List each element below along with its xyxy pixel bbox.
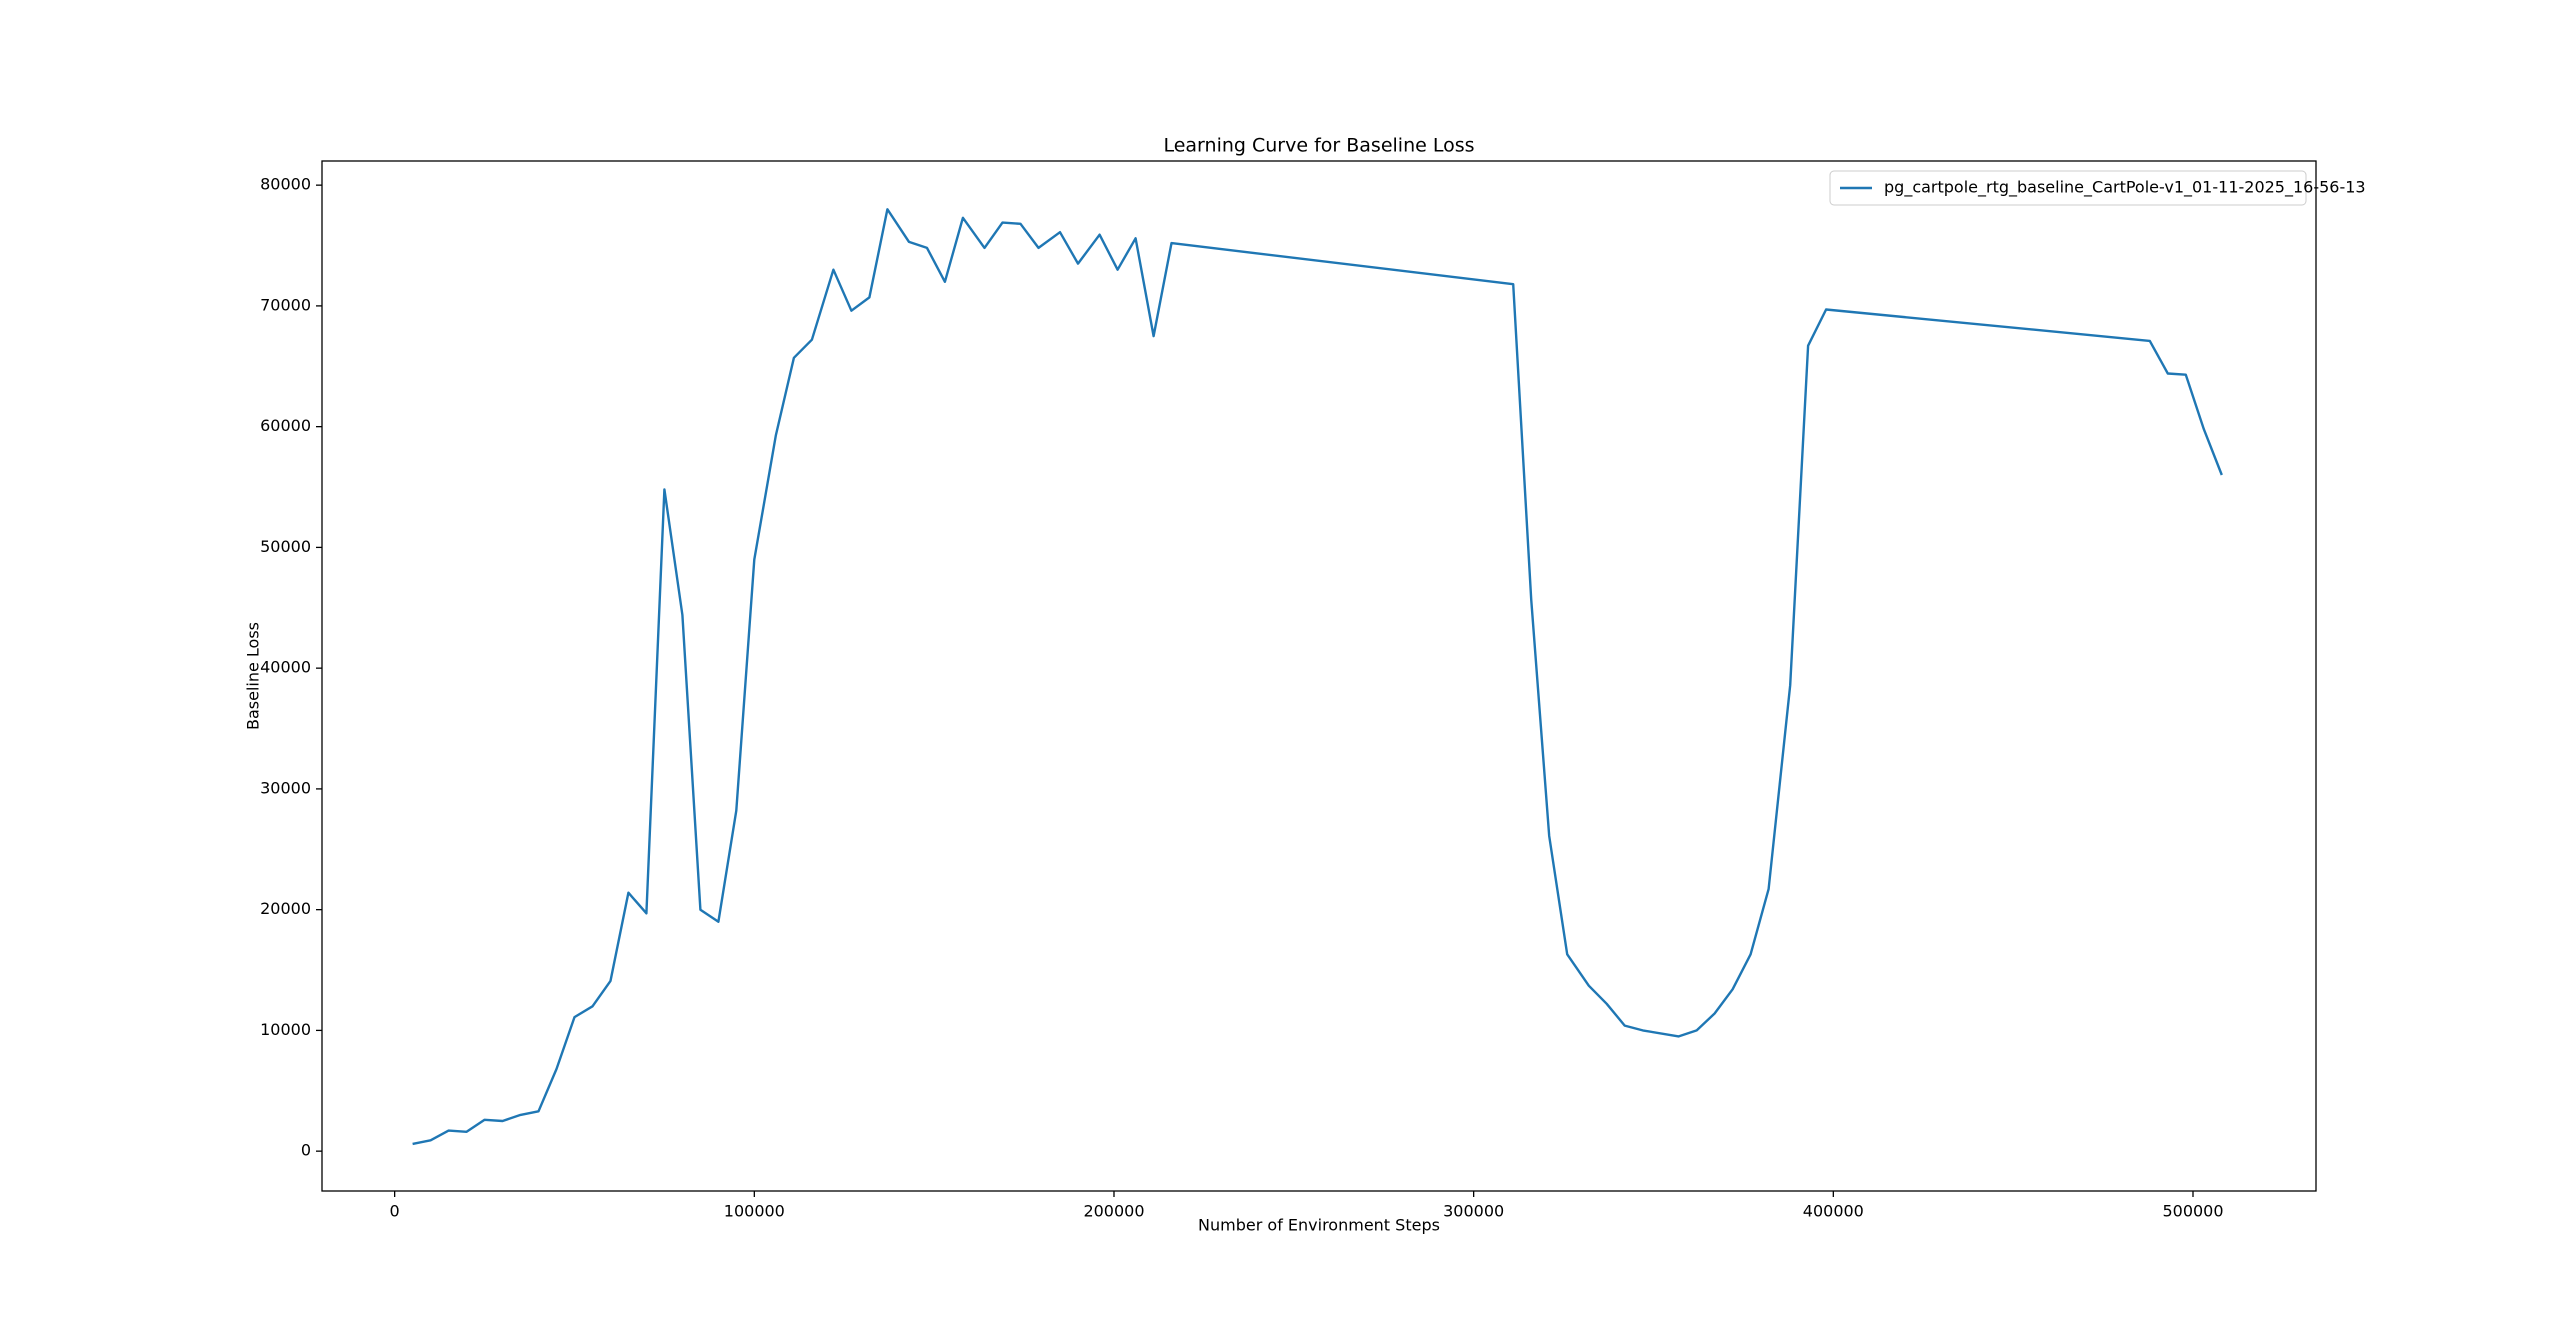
y-tick-label: 80000 (260, 175, 311, 194)
x-tick-label: 100000 (724, 1202, 785, 1221)
y-tick-label: 0 (301, 1141, 311, 1160)
plot-frame (321, 160, 2317, 1192)
y-tick-label: 60000 (260, 416, 311, 435)
legend-label: pg_cartpole_rtg_baseline_CartPole-v1_01-… (1884, 178, 2366, 198)
x-tick-label: 300000 (1443, 1202, 1504, 1221)
x-tick-label: 500000 (2162, 1202, 2223, 1221)
y-tick-label: 20000 (260, 899, 311, 918)
legend-box (1829, 170, 2307, 206)
y-tick-label: 70000 (260, 295, 311, 314)
x-axis-label: Number of Environment Steps (1198, 1216, 1440, 1235)
y-tick-label: 10000 (260, 1020, 311, 1039)
x-tick-label: 0 (390, 1202, 400, 1221)
x-tick-label: 400000 (1803, 1202, 1864, 1221)
y-tick-label: 30000 (260, 778, 311, 797)
y-tick-label: 40000 (260, 658, 311, 677)
chart-title: Learning Curve for Baseline Loss (1163, 135, 1474, 157)
data-line (412, 208, 2223, 1146)
x-tick-label: 200000 (1083, 1202, 1144, 1221)
y-tick-label: 50000 (260, 537, 311, 556)
y-axis-label: Baseline Loss (244, 622, 263, 730)
